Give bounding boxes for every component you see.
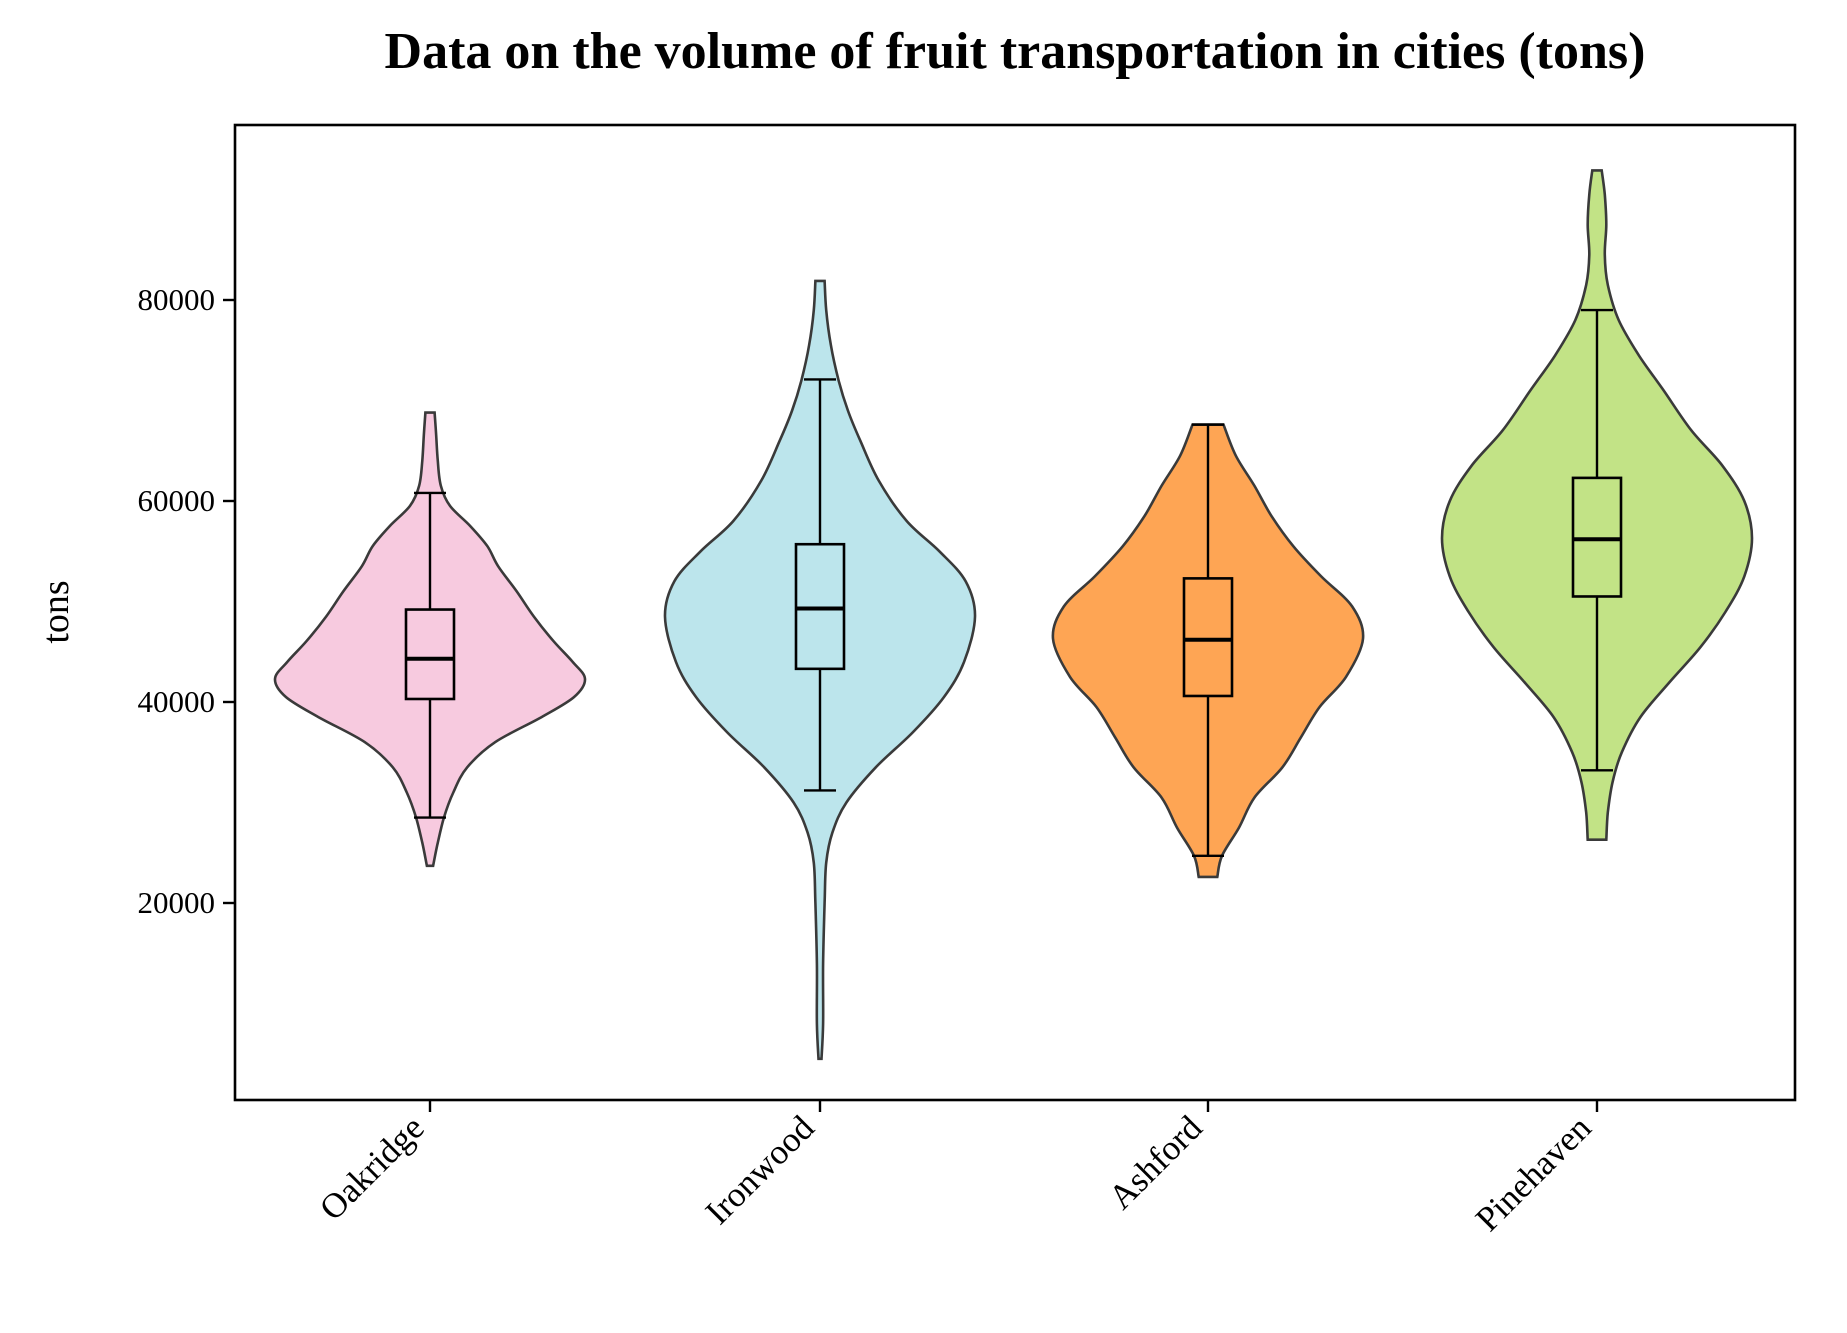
iqr-box bbox=[794, 542, 846, 671]
x-tick-label-pinehaven: Pinehaven bbox=[1468, 1108, 1599, 1239]
iqr-box bbox=[404, 608, 456, 701]
y-tick-label: 20000 bbox=[138, 885, 216, 920]
iqr-box bbox=[1571, 476, 1623, 598]
chart-title: Data on the volume of fruit transportati… bbox=[384, 23, 1646, 80]
y-tick-label: 40000 bbox=[138, 684, 216, 719]
y-axis-title: tons bbox=[35, 580, 77, 643]
boxplot-oakridge bbox=[404, 491, 456, 819]
x-tick-label-ashford: Ashford bbox=[1101, 1108, 1210, 1217]
boxplot-pinehaven bbox=[1571, 308, 1623, 772]
x-tick-label-oakridge: Oakridge bbox=[312, 1108, 432, 1228]
x-axis: Oakridge Ironwood Ashford Pinehaven bbox=[312, 1100, 1599, 1239]
violin-pinehaven bbox=[1440, 169, 1754, 841]
y-axis: 20000 40000 60000 80000 bbox=[138, 282, 235, 920]
boxplot-ashford bbox=[1182, 423, 1234, 857]
plot-frame bbox=[233, 123, 1797, 1102]
y-tick-label: 80000 bbox=[138, 282, 216, 317]
violin-layer bbox=[273, 169, 1754, 1061]
x-tick-label-ironwood: Ironwood bbox=[698, 1108, 822, 1232]
iqr-box bbox=[1182, 577, 1234, 698]
boxplot-ironwood bbox=[794, 378, 846, 792]
y-tick-label: 60000 bbox=[138, 483, 216, 518]
violin-oakridge bbox=[273, 411, 587, 868]
